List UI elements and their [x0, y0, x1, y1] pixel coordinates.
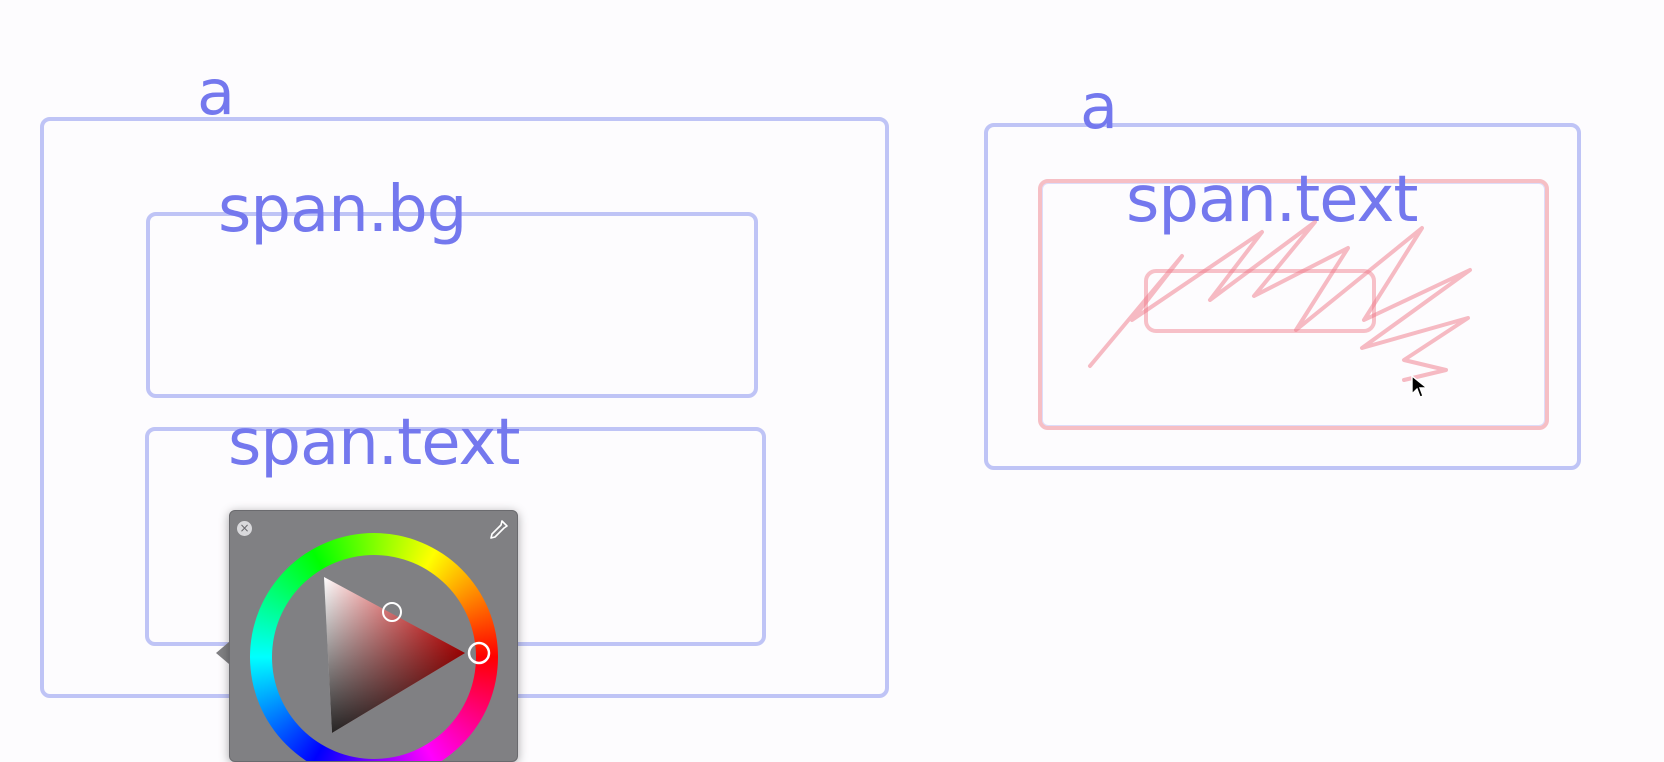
label-span-text-left: span.text: [228, 406, 520, 480]
label-a-right: a: [1080, 70, 1118, 143]
saturation-value-triangle[interactable]: [230, 511, 517, 761]
mouse-cursor-icon: [1411, 375, 1429, 398]
span-bg-box[interactable]: [146, 212, 758, 398]
span-text-box-right-selected[interactable]: [1038, 179, 1549, 430]
color-picker-popover[interactable]: ×: [229, 510, 518, 762]
label-span-bg: span.bg: [218, 173, 467, 247]
popover-arrow: [216, 642, 229, 664]
close-icon[interactable]: ×: [237, 521, 252, 536]
label-a-left: a: [197, 56, 235, 129]
eyedropper-icon[interactable]: [487, 519, 509, 541]
hue-handle: [467, 641, 491, 665]
outer-a-box-right[interactable]: [984, 123, 1581, 470]
label-span-text-right: span.text: [1126, 163, 1418, 237]
triangle-handle: [382, 602, 402, 622]
